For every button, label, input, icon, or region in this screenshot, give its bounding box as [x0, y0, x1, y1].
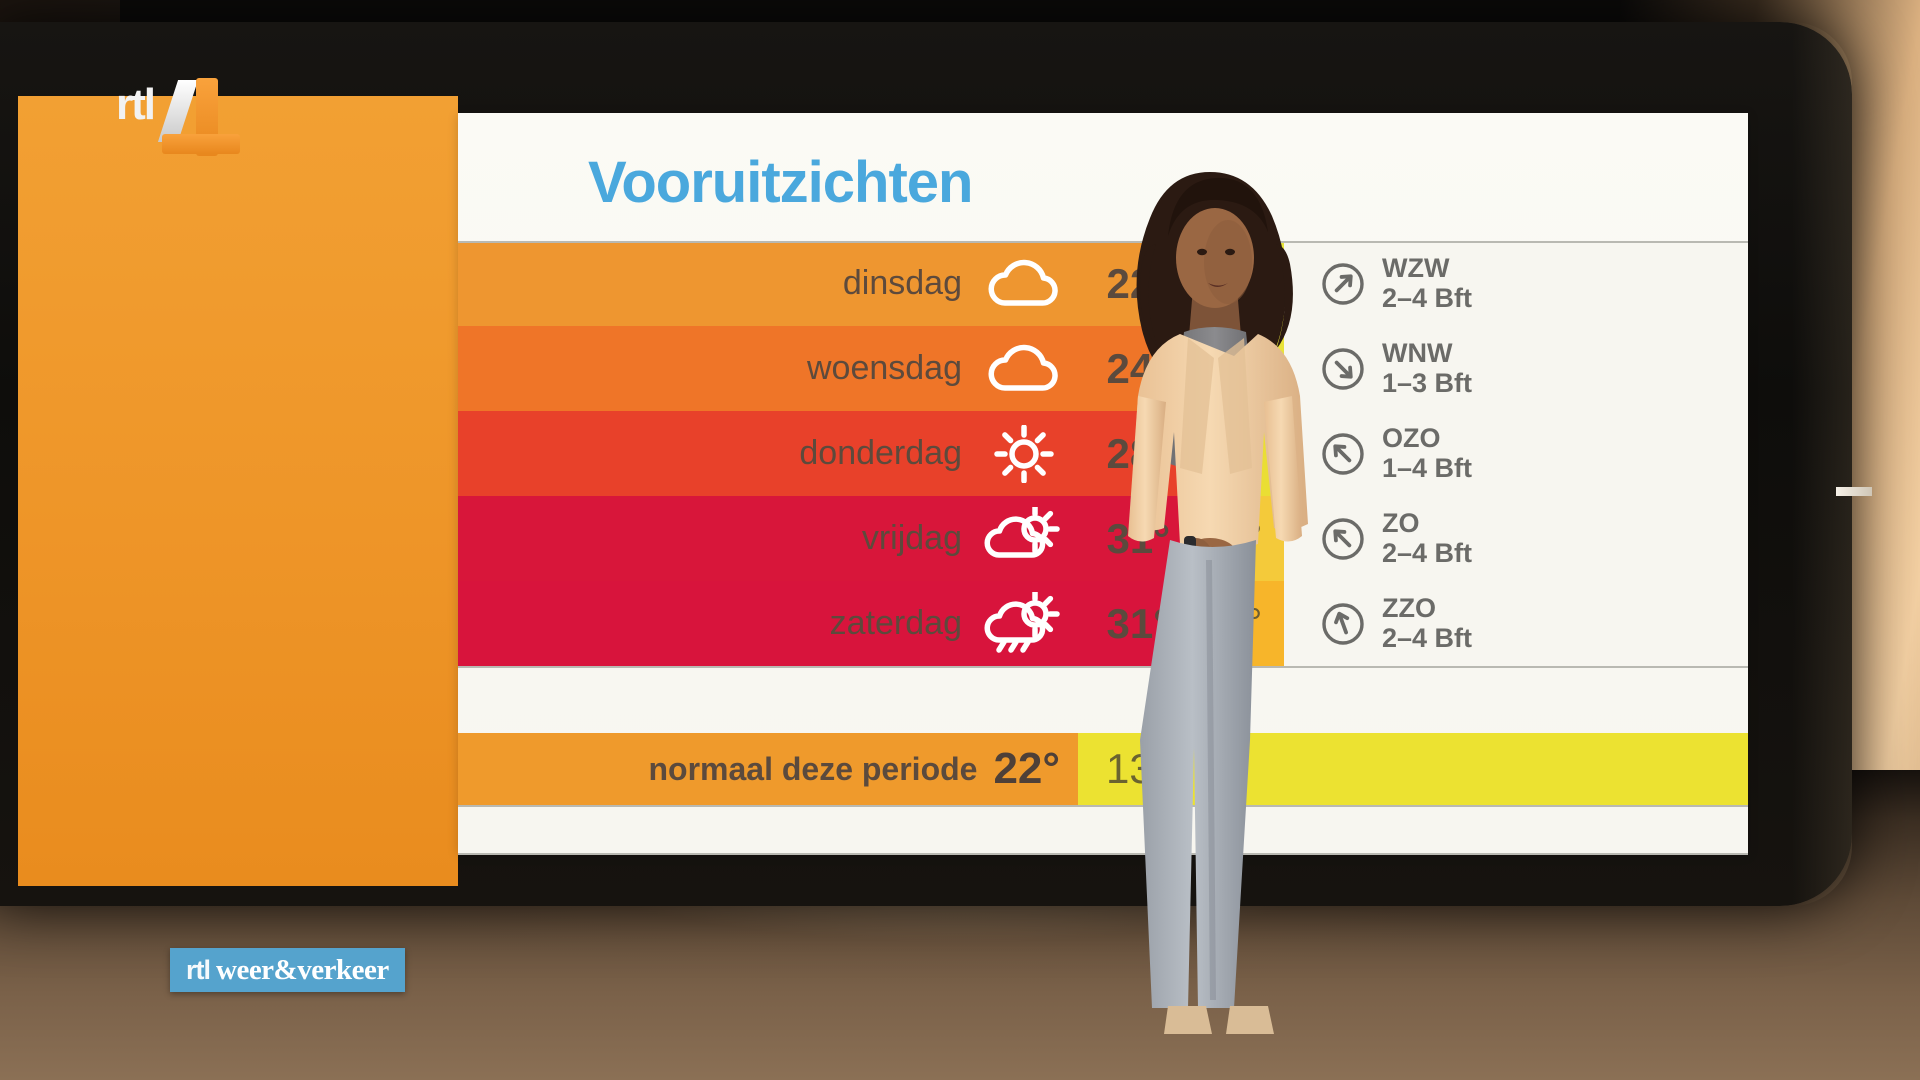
- station-banner-prefix: rtl: [186, 954, 211, 985]
- cloud-icon: [978, 326, 1070, 411]
- forecast-wind-cell: ZZO 2–4 Bft: [1284, 581, 1748, 666]
- board-gridline: [458, 241, 1748, 243]
- station-banner-name: weer&verkeer: [216, 953, 389, 986]
- forecast-wind-cell: ZO 2–4 Bft: [1284, 496, 1748, 581]
- arrow-northwest-icon: [1320, 431, 1366, 477]
- forecast-wind-direction: WZW: [1382, 253, 1450, 284]
- sun-icon: [978, 411, 1070, 496]
- forecast-wind-direction: ZO: [1382, 508, 1420, 539]
- forecast-wind-direction: WNW: [1382, 338, 1453, 369]
- forecast-wind-text: ZZO 2–4 Bft: [1382, 594, 1472, 652]
- forecast-day-label: vrijdag: [861, 519, 962, 557]
- forecast-wind-force: 2–4 Bft: [1382, 622, 1473, 653]
- forecast-wind-cell: OZO 1–4 Bft: [1284, 411, 1748, 496]
- sun-cloud-icon: [978, 496, 1070, 581]
- graphic-orange-panel: [18, 96, 458, 886]
- rtl4-logo-slash: [157, 80, 199, 142]
- board-gridline: [458, 666, 1748, 668]
- weather-presenter: [1128, 172, 1308, 1034]
- arrow-northeast-icon: [1320, 261, 1366, 307]
- forecast-day-cell: zaterdag: [458, 581, 978, 666]
- forecast-wind-text: ZO 2–4 Bft: [1382, 509, 1472, 567]
- forecast-wind-direction: ZZO: [1382, 593, 1436, 624]
- forecast-row: vrijdag 31° 17° ZO 2–4 Bft: [458, 496, 1748, 581]
- forecast-day-cell: vrijdag: [458, 496, 978, 581]
- arrow-north-icon: [1320, 601, 1366, 647]
- arrow-northwest-icon: [1320, 516, 1366, 562]
- forecast-wind-force: 1–3 Bft: [1382, 367, 1473, 398]
- forecast-wind-text: WNW 1–3 Bft: [1382, 339, 1472, 397]
- forecast-wind-force: 1–4 Bft: [1382, 452, 1473, 483]
- normal-period-left: normaal deze periode 22°: [458, 733, 1078, 805]
- board-gridline: [458, 853, 1748, 855]
- forecast-wind-force: 2–4 Bft: [1382, 537, 1473, 568]
- forecast-wind-force: 2–4 Bft: [1382, 282, 1473, 313]
- forecast-day-label: woensdag: [806, 349, 962, 387]
- normal-period-label: normaal deze periode: [648, 750, 978, 787]
- forecast-day-label: donderdag: [799, 434, 962, 472]
- arrow-southeast-icon: [1320, 346, 1366, 392]
- forecast-wind-cell: WZW 2–4 Bft: [1284, 241, 1748, 326]
- station-banner: rtl weer&verkeer: [170, 948, 405, 992]
- forecast-day-cell: dinsdag: [458, 241, 978, 326]
- board-gridline: [458, 805, 1748, 807]
- forecast-wind-cell: WNW 1–3 Bft: [1284, 326, 1748, 411]
- forecast-wind-direction: OZO: [1382, 423, 1441, 454]
- forecast-wind-text: OZO 1–4 Bft: [1382, 424, 1472, 482]
- forecast-day-label: zaterdag: [829, 604, 962, 642]
- normal-period-max: 22°: [993, 744, 1060, 793]
- sun-cloud-rain-icon: [978, 581, 1070, 666]
- bezel-seam: [1836, 487, 1872, 496]
- rtl4-logo: rtl: [112, 46, 262, 156]
- rtl4-logo-four-bar: [162, 134, 240, 154]
- page-title: Vooruitzichten: [588, 150, 973, 215]
- forecast-row: zaterdag 31° 19° ZZO 2–4 Bft: [458, 581, 1748, 666]
- rtl4-logo-word: rtl: [116, 80, 156, 129]
- forecast-day-cell: donderdag: [458, 411, 978, 496]
- forecast-day-label: dinsdag: [842, 264, 962, 302]
- forecast-day-cell: woensdag: [458, 326, 978, 411]
- forecast-wind-text: WZW 2–4 Bft: [1382, 254, 1472, 312]
- cloud-icon: [978, 241, 1070, 326]
